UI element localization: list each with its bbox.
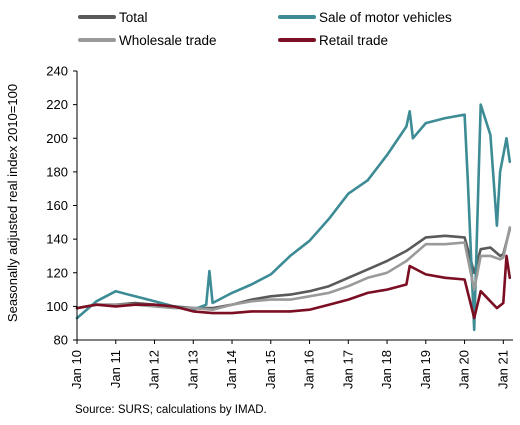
x-tick-label: Jan 11 bbox=[108, 350, 123, 388]
legend-label-wholesale-trade: Wholesale trade bbox=[119, 33, 217, 48]
legend-label-total: Total bbox=[119, 10, 148, 25]
y-tick-label: 200 bbox=[46, 131, 68, 146]
x-tick-label: Jan 12 bbox=[147, 350, 162, 389]
x-tick-label: Jan 15 bbox=[263, 350, 278, 389]
x-tick-label: Jan 13 bbox=[185, 350, 200, 389]
source-note: Source: SURS; calculations by IMAD. bbox=[75, 404, 267, 416]
y-tick-label: 240 bbox=[46, 64, 68, 79]
x-tick-label: Jan 20 bbox=[457, 350, 472, 389]
series-line-wholesale-trade bbox=[75, 226, 512, 312]
y-tick-label: 80 bbox=[54, 333, 68, 348]
y-tick-label: 120 bbox=[46, 265, 68, 280]
x-tick-label: Jan 18 bbox=[379, 350, 394, 389]
legend-label-sale-of-motor-vehicles: Sale of motor vehicles bbox=[319, 10, 452, 25]
x-tick-label: Jan 14 bbox=[224, 350, 239, 389]
y-tick-label: 180 bbox=[46, 164, 68, 179]
y-axis-title: Seasonally adjusted real index 2010=100 bbox=[5, 84, 20, 322]
legend: Total Sale of motor vehicles Wholesale tra… bbox=[78, 10, 452, 48]
series-line-retail-trade bbox=[75, 254, 512, 320]
series-line-total bbox=[75, 227, 512, 310]
x-tick-label: Jan 10 bbox=[69, 350, 84, 389]
x-tick-label: Jan 19 bbox=[418, 350, 433, 389]
series-line-sale-of-motor-vehicles bbox=[75, 103, 512, 332]
x-tick-label: Jan 16 bbox=[302, 350, 317, 389]
x-tick-label: Jan 21 bbox=[495, 350, 510, 389]
y-tick-label: 100 bbox=[46, 299, 68, 314]
y-tick-label: 220 bbox=[46, 97, 68, 112]
legend-label-retail-trade: Retail trade bbox=[319, 33, 388, 48]
y-tick-label: 160 bbox=[46, 198, 68, 213]
y-tick-label: 140 bbox=[46, 232, 68, 247]
plot-area bbox=[75, 103, 512, 332]
x-tick-label: Jan 17 bbox=[340, 350, 355, 389]
y-axis: 80 100 120 140 160 180 200 220 240 bbox=[46, 64, 78, 348]
x-axis: Jan 10 Jan 11 Jan 12 Jan 13 Jan 14 Jan 15 Jan … bbox=[69, 339, 513, 389]
